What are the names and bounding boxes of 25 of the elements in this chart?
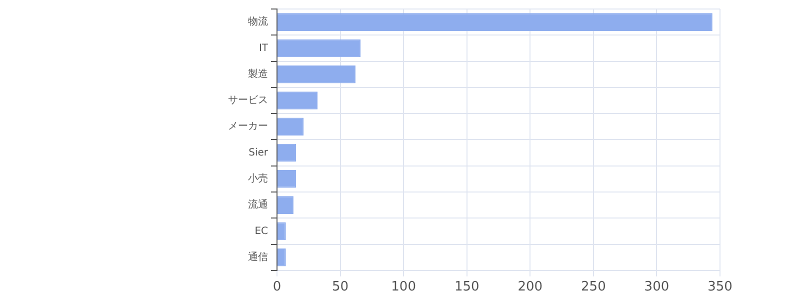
x-tick-label: 50 bbox=[332, 280, 349, 295]
x-tick-label: 250 bbox=[581, 280, 606, 295]
bar bbox=[278, 92, 318, 110]
bar bbox=[278, 13, 712, 31]
y-tick-label: IT bbox=[258, 42, 269, 54]
bar bbox=[278, 65, 356, 84]
y-tick-label: Sier bbox=[248, 147, 269, 158]
y-tick-label: 物流 bbox=[248, 16, 268, 28]
bar bbox=[278, 118, 304, 136]
x-tick-label: 100 bbox=[391, 280, 416, 295]
y-tick-label: 小売 bbox=[248, 172, 268, 185]
x-tick-label: 200 bbox=[518, 280, 543, 295]
y-tick-label: メーカー bbox=[228, 121, 268, 132]
x-tick-label: 350 bbox=[708, 280, 732, 295]
x-tick-label: 150 bbox=[454, 280, 480, 295]
y-tick-label: 製造 bbox=[248, 68, 268, 80]
y-tick-label: サービス bbox=[228, 95, 268, 106]
y-tick-label: 流通 bbox=[248, 198, 268, 211]
x-tick-label: 300 bbox=[644, 280, 670, 295]
bar bbox=[278, 39, 361, 58]
x-tick-label: 0 bbox=[272, 280, 282, 295]
bar bbox=[278, 222, 286, 240]
y-tick-label: 通信 bbox=[248, 250, 268, 263]
y-tick-label: EC bbox=[254, 226, 268, 237]
bar bbox=[278, 248, 286, 266]
